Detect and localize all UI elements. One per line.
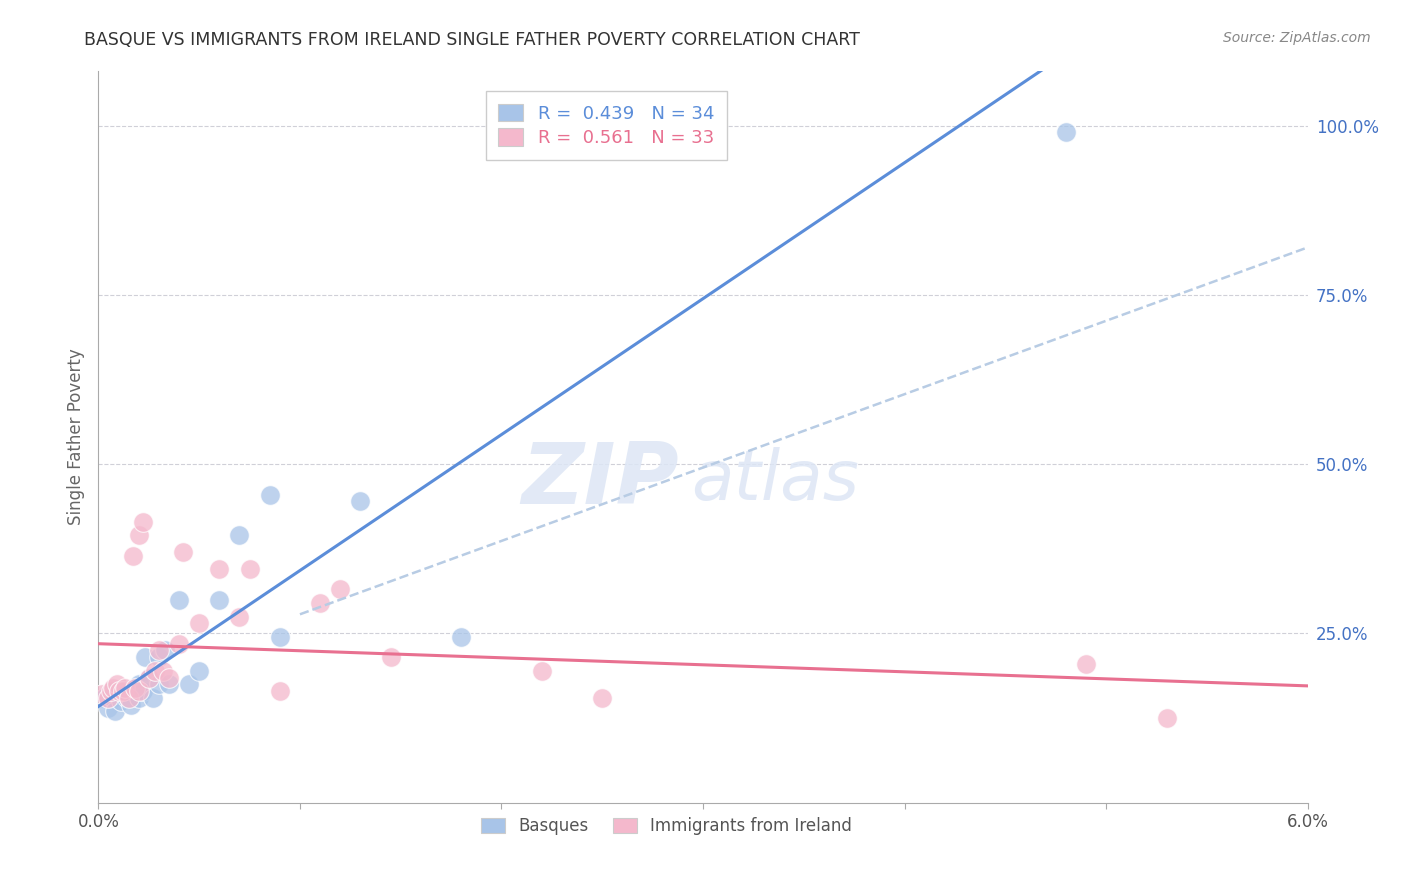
Point xyxy=(172,545,194,559)
Point xyxy=(157,677,180,691)
Point xyxy=(100,684,122,698)
Point xyxy=(1054,125,1077,139)
Point xyxy=(97,701,120,715)
Point xyxy=(110,694,132,708)
Point xyxy=(228,609,250,624)
Point xyxy=(530,664,553,678)
Point xyxy=(148,650,170,665)
Point xyxy=(152,664,174,678)
Text: atlas: atlas xyxy=(690,448,859,515)
Point xyxy=(103,705,125,719)
Point xyxy=(91,688,114,702)
Point xyxy=(101,690,124,705)
Point xyxy=(329,582,352,597)
Point xyxy=(101,681,124,695)
Point xyxy=(450,630,472,644)
Point xyxy=(148,677,170,691)
Legend: Basques, Immigrants from Ireland: Basques, Immigrants from Ireland xyxy=(475,811,859,842)
Point xyxy=(128,684,150,698)
Point xyxy=(124,681,146,695)
Point xyxy=(128,677,150,691)
Point xyxy=(115,690,138,705)
Point xyxy=(105,688,128,702)
Point xyxy=(309,596,332,610)
Point xyxy=(239,562,262,576)
Point xyxy=(121,549,143,563)
Point xyxy=(142,690,165,705)
Point xyxy=(134,650,156,665)
Point xyxy=(208,562,231,576)
Point xyxy=(100,684,122,698)
Point xyxy=(148,643,170,657)
Point xyxy=(93,690,115,705)
Point xyxy=(105,677,128,691)
Y-axis label: Single Father Poverty: Single Father Poverty xyxy=(66,349,84,525)
Point xyxy=(1074,657,1097,671)
Point xyxy=(167,592,190,607)
Point xyxy=(114,684,136,698)
Point xyxy=(167,637,190,651)
Point xyxy=(259,488,281,502)
Point xyxy=(571,125,593,139)
Point xyxy=(591,690,613,705)
Point xyxy=(120,698,142,712)
Point xyxy=(269,630,291,644)
Point xyxy=(124,681,146,695)
Text: BASQUE VS IMMIGRANTS FROM IRELAND SINGLE FATHER POVERTY CORRELATION CHART: BASQUE VS IMMIGRANTS FROM IRELAND SINGLE… xyxy=(84,31,860,49)
Point xyxy=(228,528,250,542)
Point xyxy=(380,650,402,665)
Point xyxy=(128,528,150,542)
Point xyxy=(1156,711,1178,725)
Text: ZIP: ZIP xyxy=(522,440,679,523)
Point xyxy=(188,616,211,631)
Point xyxy=(128,690,150,705)
Point xyxy=(138,671,160,685)
Text: Source: ZipAtlas.com: Source: ZipAtlas.com xyxy=(1223,31,1371,45)
Point xyxy=(111,684,134,698)
Point xyxy=(208,592,231,607)
Point xyxy=(269,684,291,698)
Point xyxy=(143,664,166,678)
Point xyxy=(157,671,180,685)
Point xyxy=(153,643,176,657)
Point xyxy=(138,671,160,685)
Point xyxy=(132,515,155,529)
Point xyxy=(97,690,120,705)
Point xyxy=(132,684,155,698)
Point xyxy=(188,664,211,678)
Point xyxy=(118,690,141,705)
Point xyxy=(118,690,141,705)
Point xyxy=(107,684,129,698)
Point xyxy=(179,677,201,691)
Point xyxy=(349,494,371,508)
Point xyxy=(114,681,136,695)
Point xyxy=(107,684,129,698)
